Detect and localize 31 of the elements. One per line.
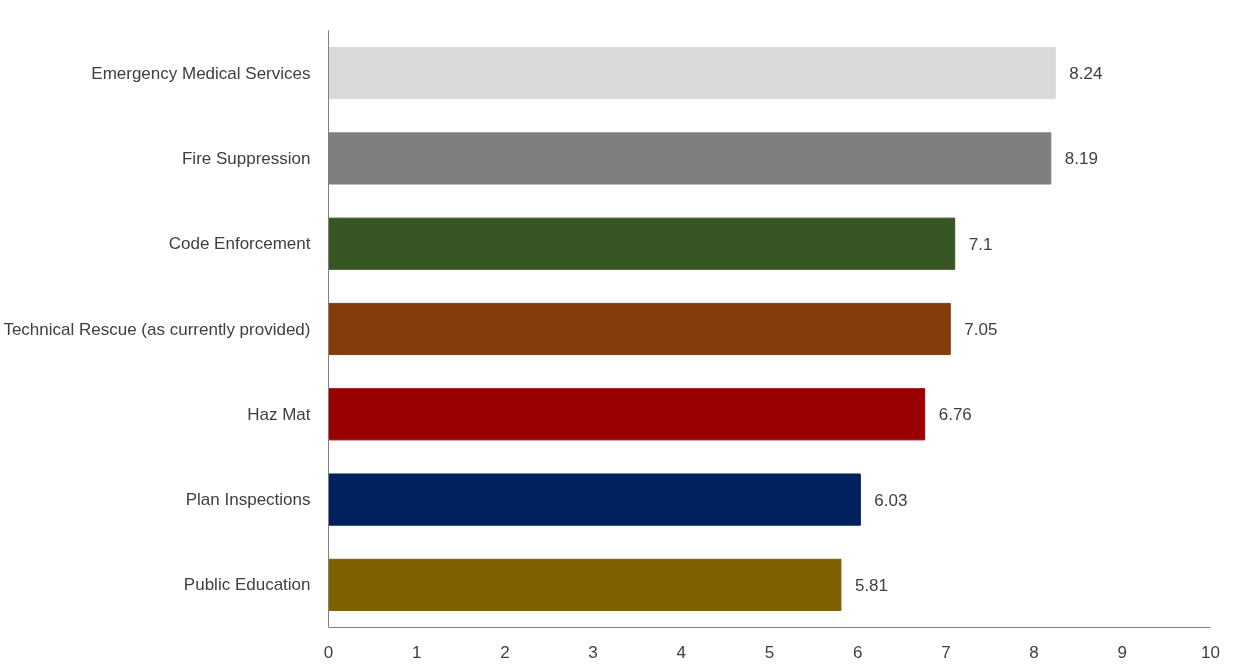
y-tick-label: Haz Mat (247, 404, 311, 424)
data-label: 6.03 (874, 490, 908, 510)
bar (328, 217, 956, 270)
x-tick-label: 7 (941, 642, 951, 662)
bar (328, 388, 926, 441)
data-label: 8.24 (1069, 64, 1103, 84)
data-label: 8.19 (1064, 149, 1098, 169)
x-tick-label: 6 (852, 642, 863, 662)
y-tick-label: Code Enforcement (168, 234, 311, 254)
x-tick-label: 8 (1029, 642, 1039, 662)
data-label: 7.1 (968, 234, 993, 254)
x-tick-label: 9 (1117, 642, 1128, 662)
y-tick-label: Plan Inspections (185, 490, 311, 510)
data-label: 5.81 (854, 575, 889, 595)
y-tick-label: Technical Rescue (as currently provided) (3, 319, 311, 339)
y-tick-label: Public Education (183, 575, 311, 595)
bar (328, 558, 842, 611)
x-tick-label: 4 (676, 642, 687, 662)
bar (328, 302, 951, 356)
data-label: 6.76 (938, 405, 972, 425)
x-tick-label: 0 (323, 642, 334, 662)
y-tick-label: Fire Suppression (182, 148, 311, 168)
y-tick-label: Emergency Medical Services (91, 63, 311, 83)
bar (328, 47, 1056, 100)
x-tick-label: 3 (588, 642, 598, 662)
bar (328, 473, 861, 526)
x-tick-label: 1 (411, 642, 422, 662)
x-tick-label: 10 (1201, 642, 1220, 662)
x-tick-label: 2 (500, 642, 510, 662)
x-tick-label: 5 (764, 642, 775, 662)
data-label: 7.05 (964, 320, 998, 339)
